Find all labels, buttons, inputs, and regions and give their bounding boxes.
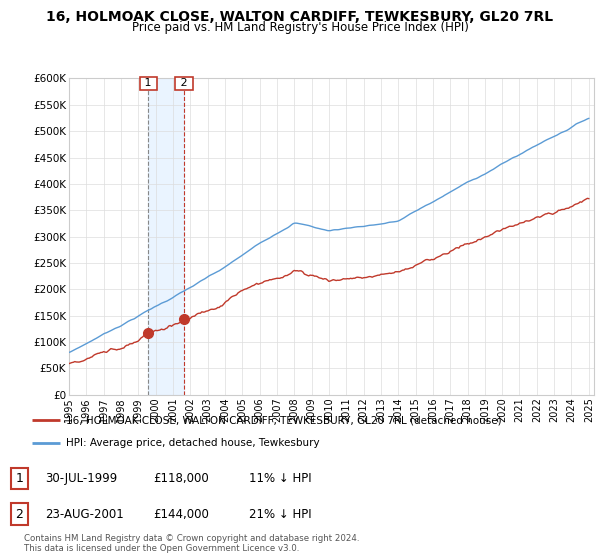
- Text: 16, HOLMOAK CLOSE, WALTON CARDIFF, TEWKESBURY, GL20 7RL: 16, HOLMOAK CLOSE, WALTON CARDIFF, TEWKE…: [46, 10, 554, 24]
- Text: 16, HOLMOAK CLOSE, WALTON CARDIFF, TEWKESBURY, GL20 7RL (detached house): 16, HOLMOAK CLOSE, WALTON CARDIFF, TEWKE…: [66, 416, 502, 426]
- Text: Price paid vs. HM Land Registry's House Price Index (HPI): Price paid vs. HM Land Registry's House …: [131, 21, 469, 34]
- Text: 1: 1: [15, 472, 23, 486]
- Text: 2: 2: [15, 507, 23, 521]
- Text: Contains HM Land Registry data © Crown copyright and database right 2024.
This d: Contains HM Land Registry data © Crown c…: [24, 534, 359, 553]
- Text: 21% ↓ HPI: 21% ↓ HPI: [249, 507, 311, 521]
- Text: 1: 1: [142, 78, 155, 88]
- Bar: [148, 78, 184, 395]
- Text: 23-AUG-2001: 23-AUG-2001: [45, 507, 124, 521]
- Text: £144,000: £144,000: [153, 507, 209, 521]
- Text: 11% ↓ HPI: 11% ↓ HPI: [249, 472, 311, 486]
- Text: £118,000: £118,000: [153, 472, 209, 486]
- Text: 30-JUL-1999: 30-JUL-1999: [45, 472, 117, 486]
- Text: HPI: Average price, detached house, Tewkesbury: HPI: Average price, detached house, Tewk…: [66, 438, 320, 448]
- Text: 2: 2: [177, 78, 191, 88]
